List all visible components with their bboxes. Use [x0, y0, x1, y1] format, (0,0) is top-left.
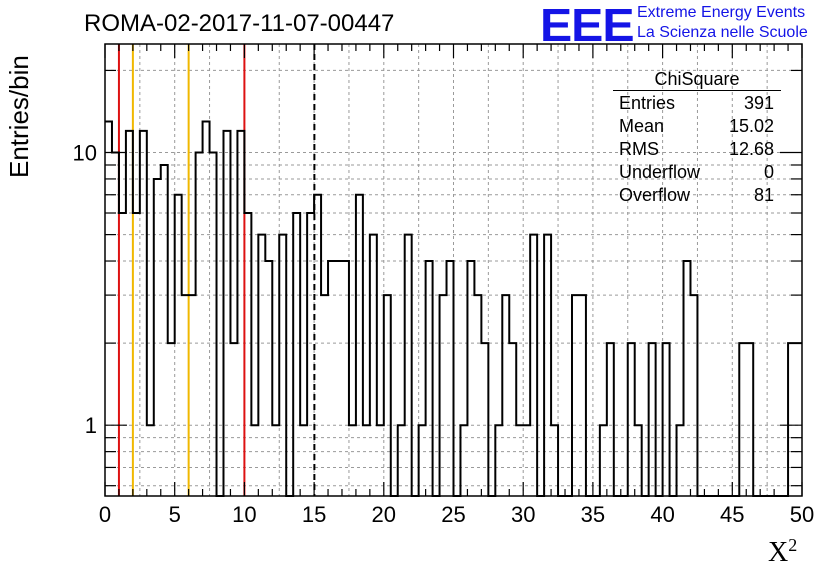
x-tick-label: 15 — [302, 502, 326, 527]
histogram-bin — [244, 213, 251, 496]
stats-label: Underflow — [619, 162, 701, 182]
x-axis-label-text: X — [768, 537, 789, 568]
histogram-bin — [307, 213, 314, 496]
y-axis-label-text: Entries/bin — [4, 55, 34, 178]
histogram-bin — [628, 343, 635, 496]
x-tick-label: 0 — [99, 502, 111, 527]
logo-caption-line2: La Scienza nelle Scuole — [637, 24, 808, 41]
stats-value: 0 — [763, 162, 774, 182]
histogram-bin — [230, 343, 237, 496]
logo-caption: Extreme Energy Events La Scienza nelle S… — [637, 3, 808, 43]
histogram-bin — [474, 295, 481, 496]
x-tick-label: 20 — [372, 502, 396, 527]
x-tick-label: 40 — [650, 502, 674, 527]
x-tick-label: 25 — [441, 502, 465, 527]
histogram-bin — [175, 195, 182, 496]
stats-row: Mean 15.02 — [613, 115, 781, 138]
stats-title: ChiSquare — [613, 68, 781, 91]
y-tick-label: 10 — [73, 141, 97, 166]
histogram-bin — [321, 295, 328, 496]
histogram-bin — [440, 295, 447, 496]
histogram-bin — [649, 343, 656, 496]
histogram-bin — [335, 261, 342, 496]
histogram-bin — [370, 235, 377, 496]
histogram-bin — [119, 213, 126, 496]
histogram-bin — [168, 343, 175, 496]
histogram-bin — [189, 295, 196, 496]
x-tick-label: 45 — [720, 502, 744, 527]
histogram-bin — [607, 343, 614, 496]
histogram-bin — [265, 261, 272, 496]
histogram-bin — [140, 131, 147, 496]
histogram-bin — [502, 295, 509, 496]
histogram-bin — [690, 295, 697, 496]
histogram-bin — [572, 295, 579, 496]
histogram-bin — [237, 131, 244, 496]
histogram-bin — [223, 131, 230, 496]
stats-row: Underflow 0 — [613, 161, 781, 184]
stats-label: Entries — [619, 93, 676, 113]
histogram-bin — [182, 295, 189, 496]
histogram-bin — [788, 343, 795, 496]
histogram-bin — [105, 121, 112, 496]
stats-label: Overflow — [619, 185, 691, 205]
histogram-bin — [384, 295, 391, 496]
stats-row: RMS 12.68 — [613, 138, 781, 161]
histogram-bin — [579, 295, 586, 496]
histogram-bin — [356, 195, 363, 496]
stats-label: Mean — [619, 116, 665, 136]
histogram-bin — [154, 179, 161, 496]
stats-label: RMS — [619, 139, 659, 159]
stats-value: 12.68 — [728, 139, 774, 159]
x-axis-label: X2 — [768, 535, 798, 569]
histogram-bin — [530, 235, 537, 496]
histogram-bin — [112, 153, 119, 496]
histogram-bin — [210, 153, 217, 496]
histogram-bin — [293, 213, 300, 496]
x-tick-label: 30 — [511, 502, 535, 527]
histogram-bin — [279, 235, 286, 496]
histogram-bin — [481, 343, 488, 496]
histogram-bin — [746, 343, 753, 496]
histogram-bin — [509, 343, 516, 496]
stats-row: Entries 391 — [613, 92, 781, 115]
tick-labels: 0 5 10 15 20 25 30 35 40 45 50 1 10 — [73, 141, 815, 527]
chart-title: ROMA-02-2017-11-07-00447 — [84, 10, 395, 37]
logo-caption-line1: Extreme Energy Events — [637, 4, 806, 21]
histogram-bin — [203, 121, 210, 496]
histogram-bin — [426, 261, 433, 496]
eee-logo: EEE — [540, 0, 635, 51]
histogram-bin — [258, 235, 265, 496]
x-tick-label: 35 — [581, 502, 605, 527]
reference-lines — [117, 44, 316, 496]
x-tick-label: 10 — [232, 502, 256, 527]
histogram-bin — [196, 153, 203, 496]
stats-value: 15.02 — [728, 116, 774, 136]
histogram-bin — [405, 235, 412, 496]
stats-row: Overflow 81 — [613, 184, 781, 207]
histogram-bin — [544, 235, 551, 496]
histogram-bin — [795, 343, 802, 496]
histogram-bin — [342, 261, 349, 496]
histogram-bin — [739, 343, 746, 496]
x-tick-label: 50 — [790, 502, 814, 527]
histogram-bin — [328, 261, 335, 496]
y-tick-label: 1 — [85, 413, 97, 438]
histogram-bin — [126, 131, 133, 496]
x-tick-label: 5 — [169, 502, 181, 527]
stats-box: ChiSquare Entries 391 Mean 15.02 RMS 12.68 … — [613, 68, 781, 207]
histogram-bin — [684, 261, 691, 496]
histogram-bin — [161, 165, 168, 496]
axis-ticks — [104, 44, 803, 496]
stats-value: 81 — [753, 185, 774, 205]
histogram-bin — [447, 261, 454, 496]
histogram-bin — [467, 261, 474, 496]
stats-value: 391 — [743, 93, 774, 113]
y-axis-label: Entries/bin — [4, 55, 35, 178]
x-axis-label-sup: 2 — [788, 535, 798, 555]
histogram-bin — [133, 213, 140, 496]
histogram-bin — [663, 343, 670, 496]
